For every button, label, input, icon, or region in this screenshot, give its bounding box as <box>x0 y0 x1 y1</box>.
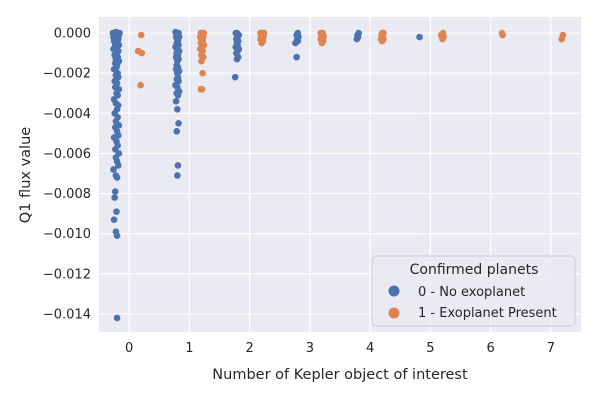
point-no-exoplanet <box>416 33 423 41</box>
x-tick-label: 4 <box>366 341 374 356</box>
point-no-exoplanet <box>172 28 179 36</box>
x-tick-label: 3 <box>306 341 314 356</box>
legend-box <box>371 255 576 327</box>
point-no-exoplanet <box>232 29 240 37</box>
point-no-exoplanet <box>113 208 120 215</box>
point-no-exoplanet <box>113 314 121 322</box>
point-no-exoplanet <box>175 120 182 127</box>
point-exoplanet-present <box>318 29 325 37</box>
point-exoplanet-present <box>197 29 205 37</box>
point-exoplanet-present <box>197 85 205 93</box>
y-tick-label: 0.000 <box>54 27 91 42</box>
point-exoplanet-present <box>137 31 145 39</box>
y-tick-label: −0.014 <box>43 307 91 322</box>
point-no-exoplanet <box>111 188 119 195</box>
point-exoplanet-present <box>439 29 447 37</box>
data-points <box>109 28 567 322</box>
point-no-exoplanet <box>172 97 180 105</box>
legend-marker-exoplanet-present <box>388 307 400 319</box>
point-no-exoplanet <box>112 228 120 235</box>
legend: Confirmed planets 0 - No exoplanet 1 - E… <box>371 255 576 327</box>
y-tick-label: −0.004 <box>43 107 91 122</box>
point-exoplanet-present <box>498 29 506 37</box>
point-no-exoplanet <box>355 29 362 37</box>
point-exoplanet-present <box>199 69 206 77</box>
point-exoplanet-present <box>257 29 265 37</box>
point-no-exoplanet <box>174 105 181 113</box>
y-tick-label: −0.010 <box>43 227 91 242</box>
grid-lines <box>99 17 581 332</box>
x-tick-label: 5 <box>426 341 434 356</box>
point-no-exoplanet <box>293 53 300 61</box>
legend-entry-exoplanet-present: 1 - Exoplanet Present <box>418 306 557 321</box>
point-no-exoplanet <box>111 194 118 201</box>
x-axis-ticks: 0 1 2 3 4 5 6 7 <box>125 341 555 356</box>
point-no-exoplanet <box>111 36 119 44</box>
legend-marker-no-exoplanet <box>388 285 400 297</box>
point-no-exoplanet <box>231 73 239 81</box>
point-no-exoplanet <box>173 128 181 135</box>
x-tick-label: 7 <box>547 341 555 356</box>
point-exoplanet-present <box>137 81 144 89</box>
point-exoplanet-present <box>559 31 567 39</box>
x-tick-label: 1 <box>185 341 193 356</box>
y-tick-label: −0.002 <box>43 67 91 82</box>
x-tick-label: 0 <box>125 341 133 356</box>
x-tick-label: 6 <box>486 341 494 356</box>
x-axis-label: Number of Kepler object of interest <box>212 367 468 383</box>
legend-entry-no-exoplanet: 0 - No exoplanet <box>418 285 525 300</box>
point-exoplanet-present <box>134 47 142 55</box>
x-tick-label: 2 <box>245 341 253 356</box>
point-no-exoplanet <box>112 172 120 179</box>
point-no-exoplanet <box>174 162 182 169</box>
legend-title: Confirmed planets <box>410 262 539 278</box>
y-tick-label: −0.008 <box>43 187 91 202</box>
point-no-exoplanet <box>174 172 181 179</box>
point-no-exoplanet <box>110 166 117 173</box>
point-exoplanet-present <box>380 29 387 37</box>
y-tick-label: −0.006 <box>43 147 91 162</box>
y-axis-label: Q1 flux value <box>18 127 34 223</box>
point-no-exoplanet <box>110 216 118 223</box>
point-no-exoplanet <box>294 29 302 37</box>
y-axis-ticks: 0.000 −0.002 −0.004 −0.006 −0.008 −0.010 −0.01… <box>43 27 91 323</box>
y-tick-label: −0.012 <box>43 267 91 282</box>
